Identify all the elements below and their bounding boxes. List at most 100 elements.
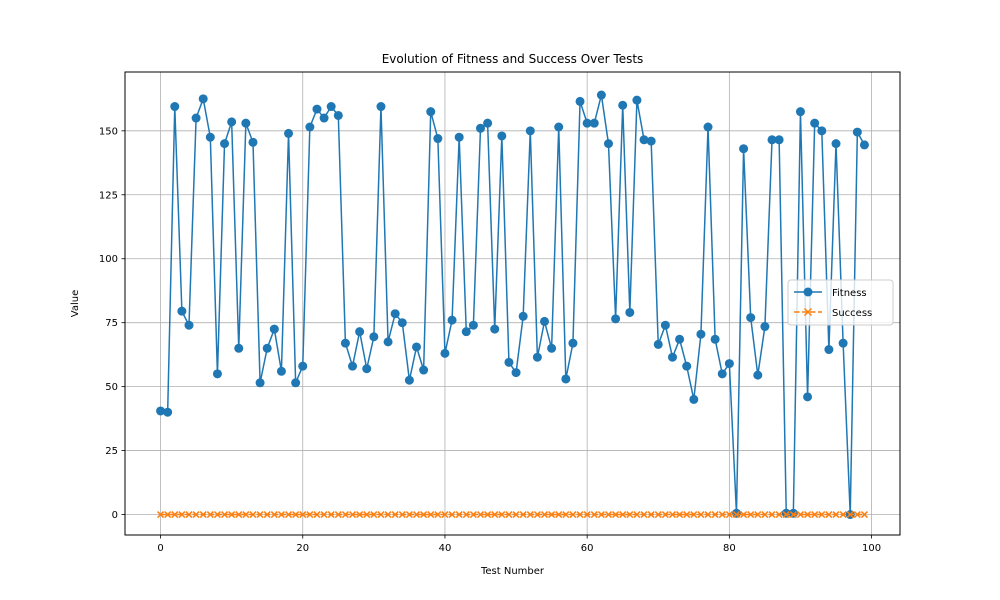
fitness-point: [340, 338, 350, 348]
fitness-point: [660, 320, 670, 330]
success-point: [476, 511, 485, 519]
x-tick-label: 60: [581, 543, 594, 554]
fitness-point: [348, 361, 358, 371]
success-point: [420, 511, 428, 519]
success-point: [647, 511, 655, 519]
fitness-point: [561, 374, 571, 384]
fitness-point: [625, 307, 635, 317]
success-point: [356, 511, 364, 519]
success-point: [171, 511, 179, 519]
fitness-point: [255, 378, 265, 388]
y-tick-label: 50: [105, 382, 118, 393]
success-point: [299, 511, 307, 519]
success-point: [157, 511, 165, 519]
success-point: [804, 511, 812, 519]
success-point: [661, 511, 669, 519]
fitness-point: [717, 369, 727, 379]
success-point: [754, 511, 762, 519]
fitness-point: [355, 327, 365, 337]
fitness-point: [454, 132, 464, 142]
fitness-point: [554, 122, 564, 132]
success-point: [555, 511, 563, 519]
success-point: [512, 511, 520, 519]
success-point: [718, 511, 726, 519]
y-tick-label: 25: [105, 446, 118, 457]
fitness-point: [248, 137, 258, 147]
fitness-point: [703, 122, 713, 132]
fitness-point: [675, 334, 685, 344]
fitness-point: [824, 345, 834, 355]
success-series: [157, 511, 868, 519]
success-point: [412, 511, 421, 519]
success-point: [818, 511, 826, 519]
success-point: [242, 511, 250, 519]
fitness-point: [376, 102, 386, 112]
fitness-point: [575, 96, 585, 106]
success-point: [597, 511, 605, 519]
success-point: [391, 511, 399, 519]
fitness-point: [518, 311, 528, 321]
success-point: [839, 511, 847, 519]
axis-ticks: 0 20 40 60 80 100 0 25 50 75 100 125 150: [99, 126, 881, 554]
success-point: [462, 511, 470, 519]
fitness-point: [333, 110, 343, 120]
success-point: [164, 511, 172, 519]
success-point: [768, 511, 776, 519]
success-point: [654, 511, 662, 519]
x-axis-label: Test Number: [480, 566, 545, 577]
success-point: [633, 511, 641, 519]
fitness-point: [781, 508, 791, 518]
success-point: [235, 511, 243, 519]
fitness-point: [611, 314, 621, 324]
success-point: [348, 511, 357, 519]
success-point: [469, 511, 477, 519]
fitness-point: [390, 309, 400, 319]
fitness-point: [689, 394, 699, 404]
success-point: [825, 511, 833, 519]
fitness-point: [859, 140, 869, 150]
fitness-point: [667, 352, 677, 362]
fitness-point: [760, 322, 770, 332]
fitness-point: [319, 113, 329, 123]
success-point: [604, 511, 613, 519]
fitness-point: [447, 315, 457, 325]
success-point: [441, 511, 449, 519]
success-point: [811, 511, 819, 519]
fitness-point: [710, 334, 720, 344]
success-point: [569, 511, 577, 519]
fitness-point: [696, 329, 706, 339]
success-point: [505, 511, 513, 519]
legend-success-marker: [803, 307, 813, 317]
success-point: [533, 511, 541, 519]
success-point: [277, 511, 285, 519]
success-point: [263, 511, 271, 519]
success-point: [782, 511, 790, 519]
success-point: [690, 511, 698, 519]
fitness-point: [220, 139, 230, 149]
x-tick-label: 40: [439, 543, 452, 554]
fitness-point: [603, 139, 613, 149]
fitness-series: [156, 90, 869, 520]
success-point: [270, 511, 278, 519]
fitness-point: [404, 375, 414, 385]
success-point: [697, 511, 705, 519]
fitness-point: [212, 369, 222, 379]
fitness-point: [227, 117, 237, 127]
fitness-point: [205, 132, 215, 142]
fitness-point: [426, 107, 436, 117]
fitness-point: [490, 324, 500, 334]
legend-fitness-marker: [803, 287, 813, 297]
legend-success-label: Success: [832, 308, 872, 319]
fitness-point: [532, 352, 542, 362]
success-point: [398, 511, 406, 519]
y-axis-label: Value: [70, 290, 81, 317]
success-point: [213, 511, 221, 519]
fitness-point: [262, 343, 272, 353]
fitness-point: [433, 134, 443, 144]
x-tick-label: 0: [157, 543, 163, 554]
success-point: [285, 511, 293, 519]
success-point: [540, 511, 549, 519]
fitness-point: [810, 118, 820, 128]
success-point: [313, 511, 321, 519]
fitness-point: [305, 122, 315, 132]
